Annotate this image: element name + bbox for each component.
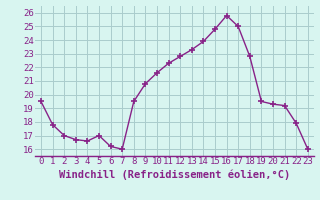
- X-axis label: Windchill (Refroidissement éolien,°C): Windchill (Refroidissement éolien,°C): [59, 169, 290, 180]
